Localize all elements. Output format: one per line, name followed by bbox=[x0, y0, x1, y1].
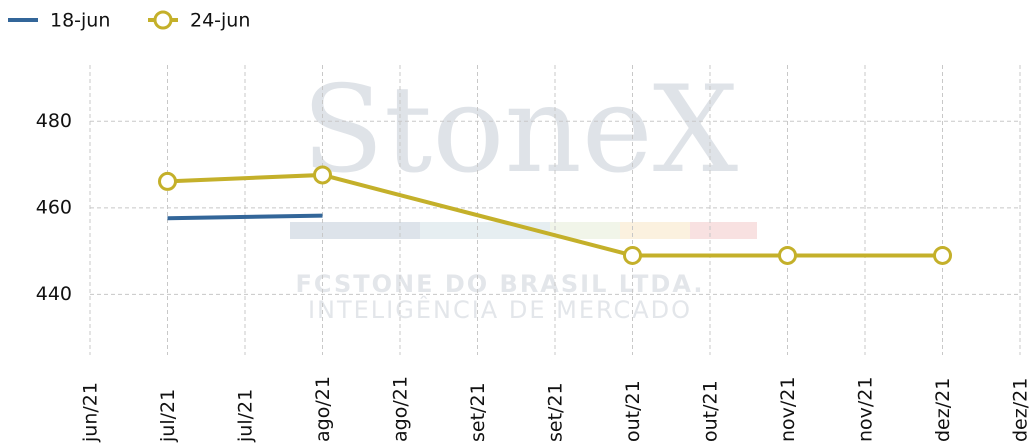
x-tick-label: jul/21 bbox=[157, 389, 179, 443]
x-tick-label: set/21 bbox=[467, 382, 489, 442]
x-tick-label: out/21 bbox=[700, 380, 722, 442]
x-tick-label: ago/21 bbox=[312, 376, 334, 442]
watermark-tagline: INTELIGÊNCIA DE MERCADO bbox=[308, 295, 692, 324]
legend-label: 24-jun bbox=[190, 10, 250, 32]
point-marker bbox=[313, 165, 332, 185]
x-tick-label: jun/21 bbox=[80, 382, 102, 443]
legend-label: 18-jun bbox=[50, 10, 110, 32]
legend-item: 24-jun bbox=[148, 10, 250, 32]
x-tick-label: nov/21 bbox=[777, 377, 799, 443]
x-tick-label: nov/21 bbox=[855, 377, 877, 443]
point-marker bbox=[933, 245, 952, 265]
y-tick-label: 460 bbox=[36, 196, 72, 218]
x-tick-label: dez/21 bbox=[932, 378, 954, 442]
x-tick-label: set/21 bbox=[545, 382, 567, 442]
point-marker bbox=[623, 245, 642, 265]
x-tick-label: jul/21 bbox=[235, 389, 257, 443]
legend-item: 18-jun bbox=[8, 10, 110, 32]
x-tick-label: dez/21 bbox=[1010, 378, 1030, 442]
y-tick-label: 480 bbox=[36, 110, 72, 132]
point-marker bbox=[778, 245, 797, 265]
x-tick-label: out/21 bbox=[622, 380, 644, 442]
watermark-company: FCSTONE DO BRASIL LTDA. bbox=[296, 270, 705, 298]
point-marker bbox=[158, 171, 177, 191]
watermark-logo: StoneX bbox=[302, 61, 738, 200]
watermark-stripes bbox=[290, 222, 757, 239]
legend-marker bbox=[153, 10, 173, 30]
x-tick-label: ago/21 bbox=[390, 376, 412, 442]
series-line bbox=[167, 213, 323, 221]
y-tick-label: 440 bbox=[36, 283, 72, 305]
